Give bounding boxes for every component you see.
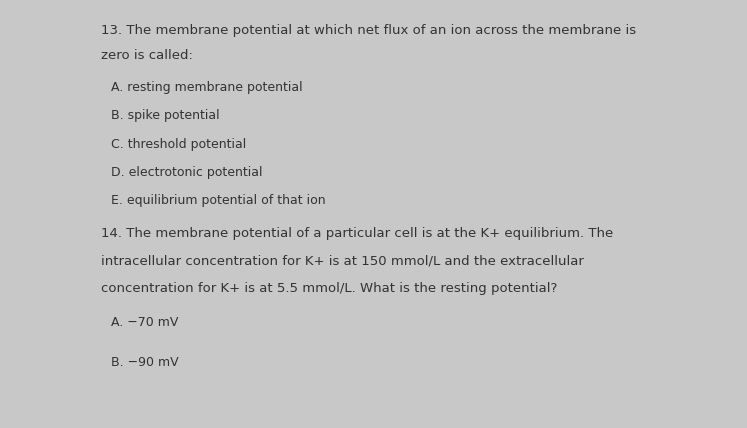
Text: A. −70 mV: A. −70 mV [111,316,178,329]
Text: 13. The membrane potential at which net flux of an ion across the membrane is: 13. The membrane potential at which net … [101,24,636,36]
Text: B. −90 mV: B. −90 mV [111,356,179,369]
Text: intracellular concentration for K+ is at 150 mmol/L and the extracellular: intracellular concentration for K+ is at… [101,255,583,268]
Text: D. electrotonic potential: D. electrotonic potential [111,166,262,179]
Text: zero is called:: zero is called: [101,49,193,62]
Text: A. resting membrane potential: A. resting membrane potential [111,81,303,94]
Text: 14. The membrane potential of a particular cell is at the K+ equilibrium. The: 14. The membrane potential of a particul… [101,227,613,240]
Text: concentration for K+ is at 5.5 mmol/L. What is the resting potential?: concentration for K+ is at 5.5 mmol/L. W… [101,282,557,295]
Text: E. equilibrium potential of that ion: E. equilibrium potential of that ion [111,194,325,207]
Text: B. spike potential: B. spike potential [111,109,219,122]
Text: C. threshold potential: C. threshold potential [111,138,246,151]
